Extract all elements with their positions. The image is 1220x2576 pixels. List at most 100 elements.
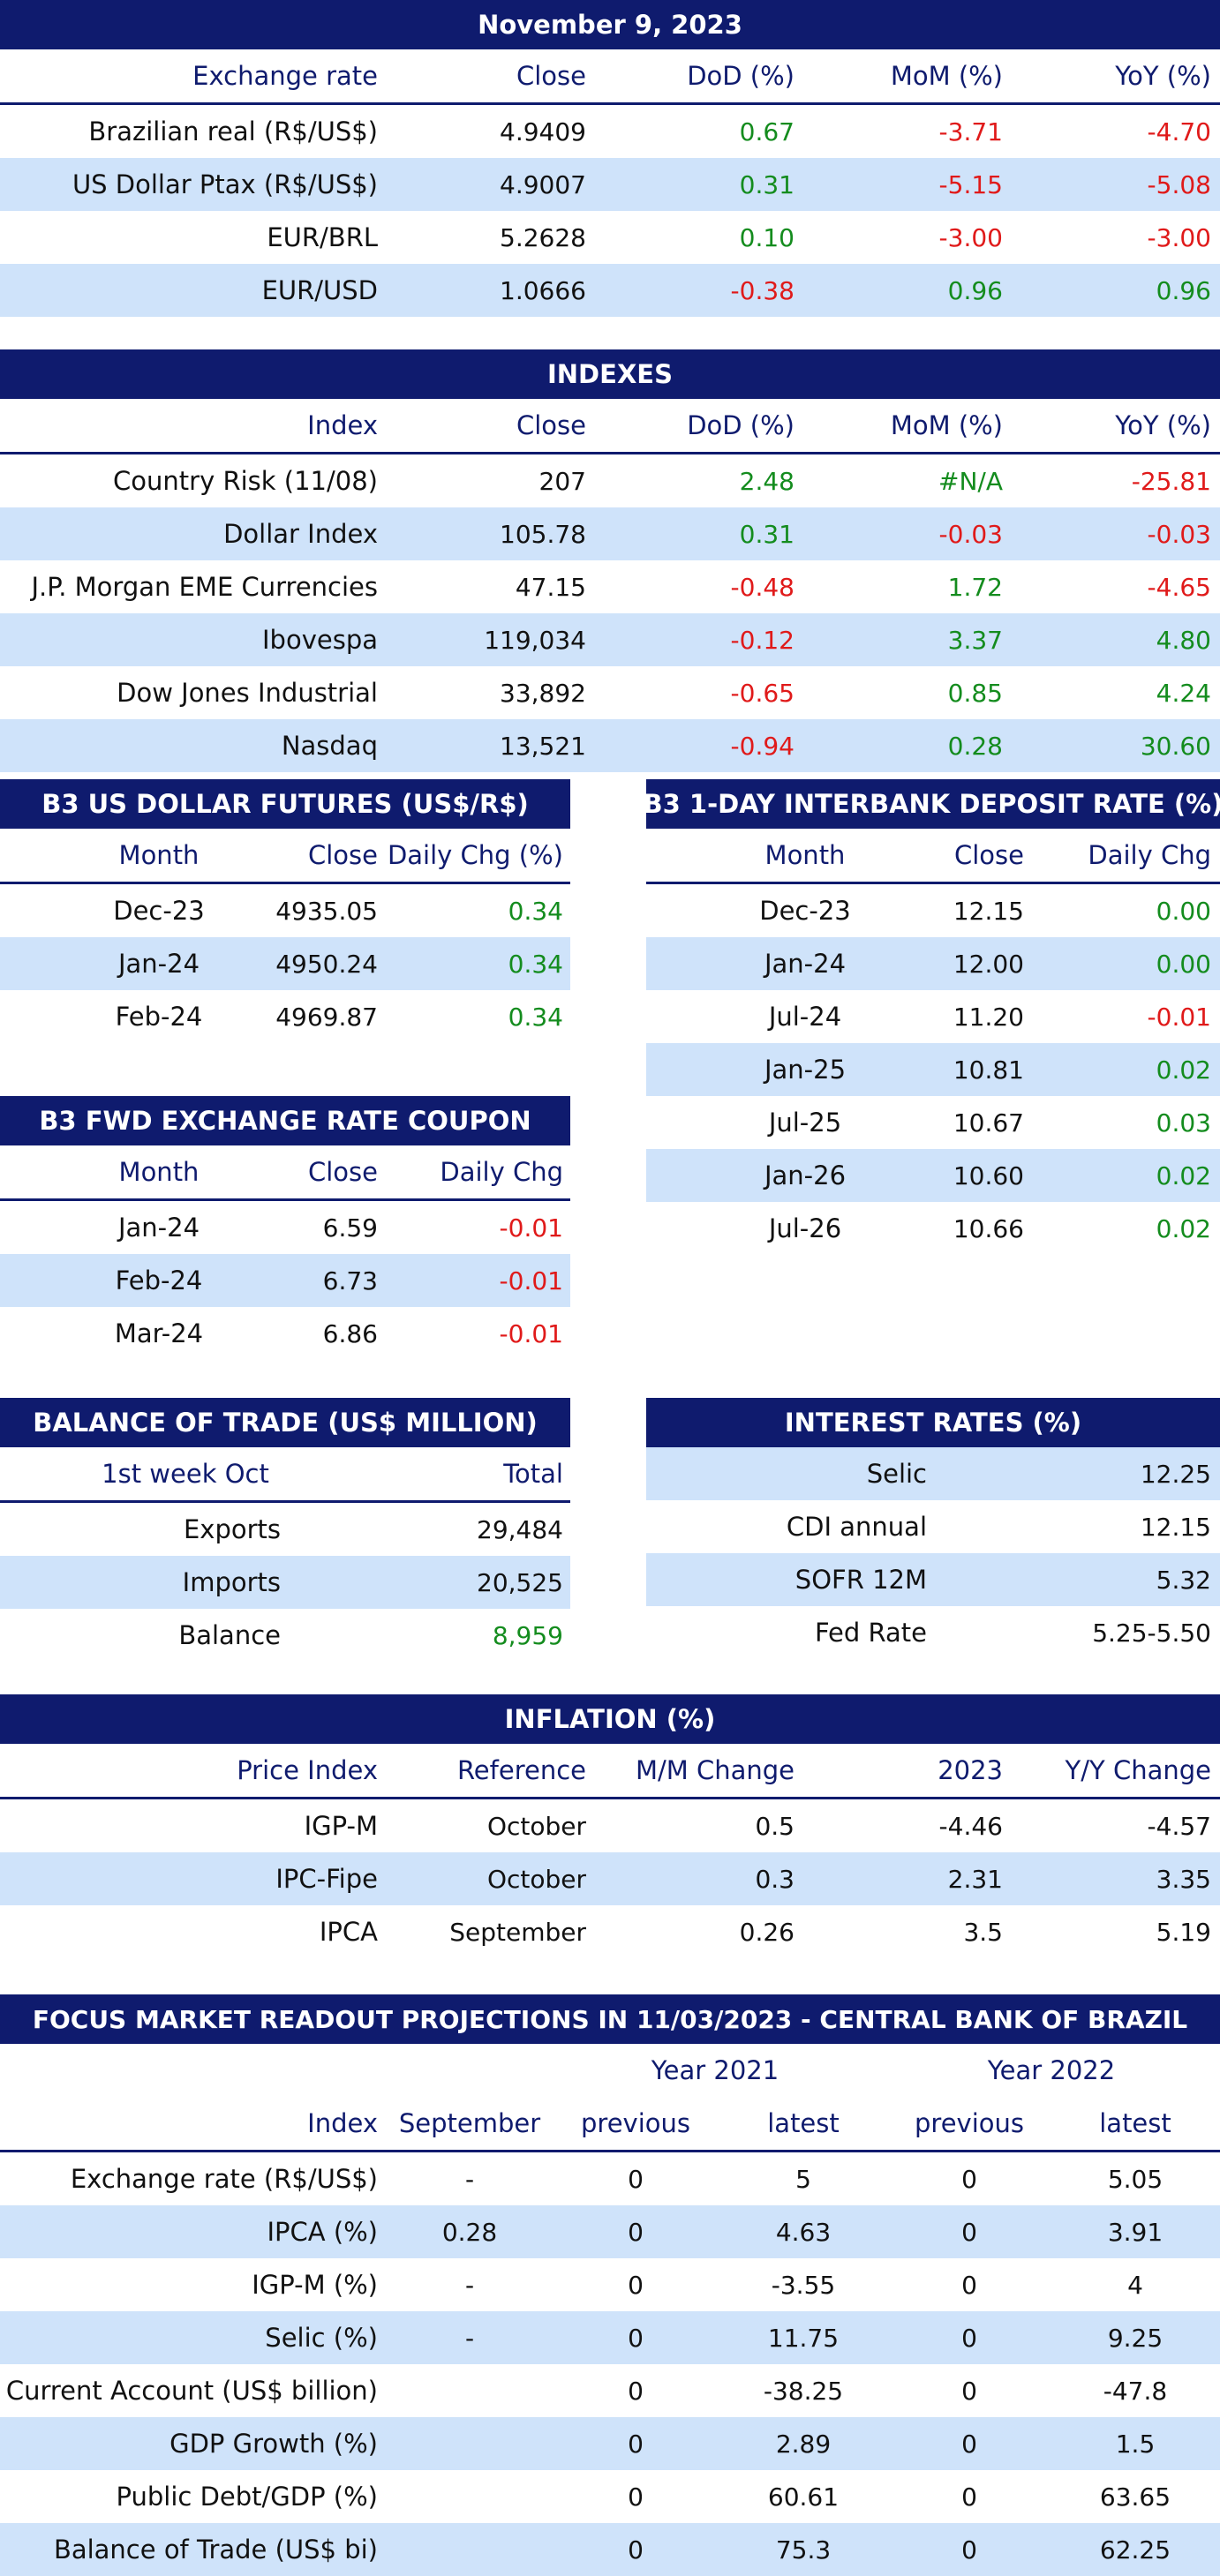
table-row: Jul-24 11.20 -0.01 [646,990,1220,1043]
daily-chg-value: 0.02 [1156,1055,1211,1085]
col-header-close: Close [308,840,378,870]
mom-value: 0.85 [947,678,1003,708]
indexes-title: INDEXES [0,349,1220,399]
previous-2021-value: 0 [628,2535,644,2565]
close-value: 207 [538,466,586,496]
previous-2022-value: 0 [961,2376,977,2406]
dod-value: -0.65 [730,678,795,708]
table-row: Exchange rate (R$/US$) - 0 5 0 5.05 [0,2152,1220,2205]
previous-2022-value: 0 [961,2270,977,2300]
previous-2022-value: 0 [961,2482,977,2512]
inflation-header-row: Price Index Reference M/M Change 2023 Y/… [0,1744,1220,1799]
col-header-period: 1st week Oct [102,1459,269,1489]
close-value: 10.67 [953,1108,1024,1138]
daily-chg-value: -0.01 [1147,1002,1211,1032]
mm-value: 0.26 [739,1917,795,1947]
month-cell: Dec-23 [113,896,205,926]
previous-2021-value: 0 [628,2217,644,2247]
dod-value: -0.38 [730,275,795,305]
daily-chg-value: 0.00 [1156,949,1211,979]
table-row: Brazilian real (R$/US$) 4.9409 0.67 -3.7… [0,105,1220,158]
ytd-value: -4.46 [938,1811,1003,1841]
table-row: CDI annual 12.15 [646,1500,1220,1553]
month-cell: Jul-25 [768,1108,842,1138]
close-value: 4.9007 [500,169,586,199]
col-header-yy-change: Y/Y Change [1065,1755,1211,1785]
row-label: EUR/BRL [267,222,378,252]
col-header-exchange-rate: Exchange rate [192,61,378,91]
row-label: IPC-Fipe [275,1864,378,1894]
latest-2022-value: -47.8 [1103,2376,1168,2406]
row-label: Public Debt/GDP (%) [116,2482,378,2512]
close-value: 11.20 [953,1002,1024,1032]
table-row: Jan-24 12.00 0.00 [646,937,1220,990]
close-value: 6.86 [322,1318,378,1348]
row-label: IPCA (%) [267,2217,378,2247]
close-value: 12.00 [953,949,1024,979]
table-row: Exports 29,484 [0,1503,570,1556]
latest-2021-value: 60.61 [767,2482,840,2512]
table-row: IPC-Fipe October 0.3 2.31 3.35 [0,1852,1220,1905]
row-label: Exchange rate (R$/US$) [70,2164,378,2194]
previous-2021-value: 0 [628,2376,644,2406]
september-value [381,2523,558,2576]
col-header-month: Month [118,1157,200,1187]
focus-title: FOCUS MARKET READOUT PROJECTIONS IN 11/0… [0,1994,1220,2044]
col-header-close: Close [516,410,586,440]
dollar-futures-table: B3 US DOLLAR FUTURES (US$/R$) Month Clos… [0,779,570,1043]
row-label: Selic [866,1459,927,1489]
mom-value: 0.28 [947,731,1003,761]
interest-rates-table: INTEREST RATES (%) Selic 12.25 CDI annua… [646,1398,1220,1659]
close-value: 6.73 [322,1265,378,1296]
table-row: Selic (%) - 0 11.75 0 9.25 [0,2311,1220,2364]
close-value: 105.78 [500,519,586,549]
month-cell: Feb-24 [115,1002,203,1032]
mom-value: 0.96 [947,275,1003,305]
september-value: 0.28 [441,2217,498,2247]
mm-value: 0.3 [755,1864,795,1894]
table-row: Jan-24 6.59 -0.01 [0,1201,570,1254]
row-label: Exports [183,1514,281,1544]
previous-2022-value: 0 [961,2217,977,2247]
col-header-mm-change: M/M Change [635,1755,795,1785]
latest-2022-value: 62.25 [1099,2535,1171,2565]
table-row: Public Debt/GDP (%) 0 60.61 0 63.65 [0,2470,1220,2523]
month-cell: Jan-24 [117,949,200,979]
dod-value: -0.12 [730,625,795,655]
table-row: IPCA (%) 0.28 0 4.63 0 3.91 [0,2205,1220,2258]
previous-2021-value: 0 [628,2482,644,2512]
table-row: Current Account (US$ billion) 0 -38.25 0… [0,2364,1220,2417]
rate-value: 5.32 [1156,1565,1211,1595]
yoy-value: -0.03 [1147,519,1211,549]
row-label: Brazilian real (R$/US$) [88,116,378,146]
indexes-table: INDEXES Index Close DoD (%) MoM (%) YoY … [0,349,1220,772]
month-cell: Jul-24 [768,1002,842,1032]
col-header-yoy: YoY (%) [1115,410,1211,440]
col-header-mom: MoM (%) [890,410,1003,440]
table-row: Jul-26 10.66 0.02 [646,1202,1220,1255]
interbank-header-row: Month Close Daily Chg [646,829,1220,884]
col-header-daily-chg: Daily Chg [1088,840,1211,870]
interbank-rate-table: B3 1-DAY INTERBANK DEPOSIT RATE (%) Mont… [646,779,1220,1255]
dod-value: 0.67 [739,116,795,146]
mom-value: -3.00 [938,222,1003,252]
month-cell: Jan-24 [117,1213,200,1243]
dod-value: -0.48 [730,572,795,602]
mom-value: -0.03 [938,519,1003,549]
dod-value: 0.31 [739,519,795,549]
daily-chg-value: 0.34 [508,896,563,926]
trade-title: BALANCE OF TRADE (US$ MILLION) [0,1398,570,1447]
row-label: SOFR 12M [795,1565,927,1595]
previous-2022-value: 0 [961,2535,977,2565]
latest-2022-value: 5.05 [1107,2164,1164,2194]
col-header-september: September [398,2108,541,2138]
table-row: IPCA September 0.26 3.5 5.19 [0,1905,1220,1958]
table-row: Jan-24 4950.24 0.34 [0,937,570,990]
total-value: 29,484 [477,1514,563,1544]
row-label: Dollar Index [223,519,378,549]
daily-chg-value: -0.01 [499,1213,563,1243]
coupon-header-row: Month Close Daily Chg [0,1145,570,1201]
row-label: EUR/USD [261,275,378,305]
yy-value: -4.57 [1147,1811,1211,1841]
col-header-close: Close [308,1157,378,1187]
